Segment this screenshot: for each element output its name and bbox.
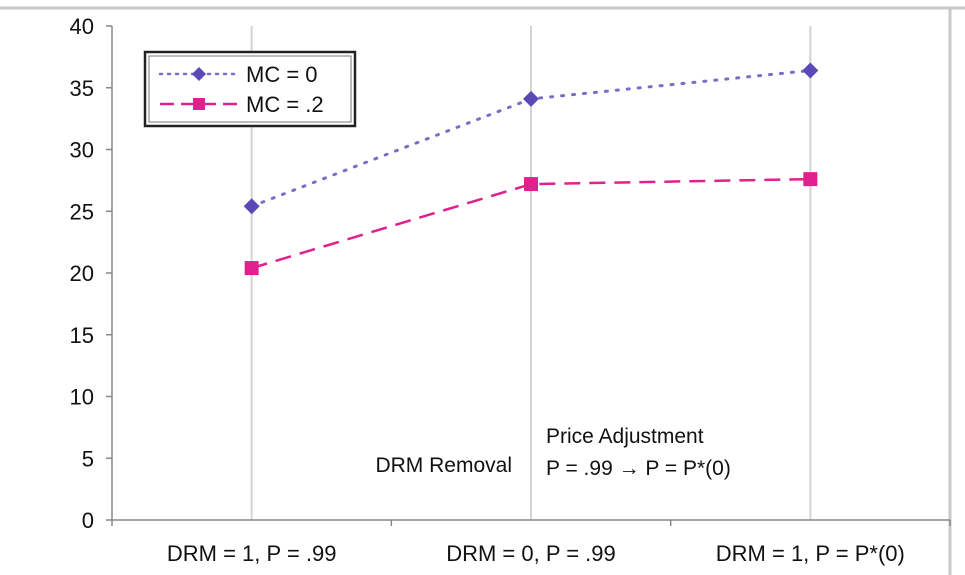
annotation-price-adjustment-title: Price Adjustment bbox=[546, 425, 704, 448]
data-point-mc02 bbox=[524, 177, 538, 192]
data-point-mc0 bbox=[523, 90, 539, 107]
legend-box bbox=[143, 50, 357, 128]
x-tick-labels: DRM = 1, P = .99 DRM = 0, P = .99 DRM = 1,… bbox=[167, 541, 905, 566]
annotation-price-adjustment-formula: P = .99 → P = P*(0) bbox=[546, 457, 731, 480]
legend-box-inner bbox=[148, 55, 352, 123]
y-tick-label: 25 bbox=[70, 199, 94, 224]
y-tick-label: 30 bbox=[70, 138, 94, 163]
y-tick-labels: 0 5 10 15 20 25 30 35 40 bbox=[70, 14, 112, 533]
series-line-mc02 bbox=[251, 177, 811, 270]
annotation-drm-removal: DRM Removal bbox=[375, 454, 512, 477]
y-tick-label: 5 bbox=[82, 446, 94, 471]
y-tick-label: 15 bbox=[70, 323, 94, 348]
data-point-mc02 bbox=[244, 261, 259, 276]
legend-marker-mc0 bbox=[192, 67, 206, 81]
x-tick-label: DRM = 0, P = .99 bbox=[446, 541, 616, 566]
legend-label-mc0: MC = 0 bbox=[246, 62, 318, 87]
legend: MC = 0 MC = .2 bbox=[143, 50, 357, 128]
x-tick-label: DRM = 1, P = .99 bbox=[167, 541, 337, 566]
x-tick-label: DRM = 1, P = P*(0) bbox=[716, 541, 905, 566]
y-tick-label: 0 bbox=[82, 508, 94, 533]
y-tick-label: 20 bbox=[70, 261, 94, 286]
data-point-mc0 bbox=[243, 198, 260, 215]
legend-marker-mc02 bbox=[193, 98, 205, 110]
data-point-mc0 bbox=[802, 62, 819, 79]
y-tick-label: 35 bbox=[70, 76, 94, 101]
series-layer bbox=[243, 62, 819, 276]
legend-label-mc02: MC = .2 bbox=[246, 92, 324, 117]
y-tick-label: 40 bbox=[70, 14, 94, 39]
y-tick-label: 10 bbox=[70, 385, 94, 410]
data-point-mc02 bbox=[803, 172, 818, 187]
